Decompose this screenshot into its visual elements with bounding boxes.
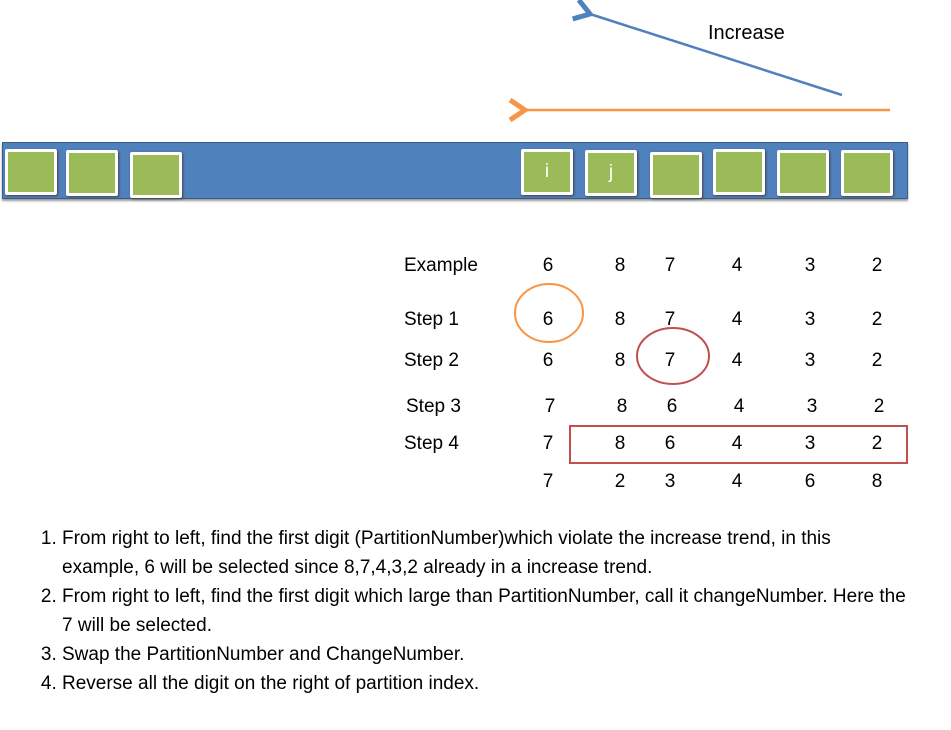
array-cell: j — [585, 150, 637, 196]
digit: 7 — [664, 350, 676, 371]
digit: 8 — [614, 433, 626, 454]
digit: 7 — [542, 471, 554, 492]
reverse-range-rect — [569, 425, 908, 464]
digit: 8 — [614, 255, 626, 276]
step-item: From right to left, find the first digit… — [62, 582, 912, 640]
step-item: From right to left, find the first digit… — [62, 524, 912, 582]
digit: 7 — [544, 396, 556, 417]
digit: 3 — [664, 471, 676, 492]
digit: 3 — [804, 433, 816, 454]
digit: 7 — [664, 309, 676, 330]
step-item: Swap the PartitionNumber and ChangeNumbe… — [62, 640, 912, 669]
digit: 6 — [542, 350, 554, 371]
digit: 7 — [542, 433, 554, 454]
row-label: Step 2 — [404, 350, 459, 371]
change-number-circle — [636, 327, 710, 385]
partition-number-circle — [514, 283, 584, 343]
digit: 3 — [804, 309, 816, 330]
array-cell — [841, 150, 893, 196]
digit: 3 — [804, 350, 816, 371]
row-label: Step 3 — [406, 396, 461, 417]
step-item: Reverse all the digit on the right of pa… — [62, 669, 912, 698]
array-cell — [66, 150, 118, 196]
digit: 4 — [731, 255, 743, 276]
digit: 6 — [664, 433, 676, 454]
digit: 8 — [614, 350, 626, 371]
digit: 2 — [873, 396, 885, 417]
digit: 6 — [542, 255, 554, 276]
digit: 8 — [614, 309, 626, 330]
digit: 8 — [616, 396, 628, 417]
digit: 4 — [733, 396, 745, 417]
digit: 6 — [804, 471, 816, 492]
digit: 3 — [806, 396, 818, 417]
digit: 4 — [731, 350, 743, 371]
digit: 2 — [871, 255, 883, 276]
digit: 6 — [666, 396, 678, 417]
digit: 2 — [614, 471, 626, 492]
digit: 4 — [731, 309, 743, 330]
array-cell: i — [521, 149, 573, 195]
digit: 4 — [731, 471, 743, 492]
row-label: Step 1 — [404, 309, 459, 330]
digit: 7 — [664, 255, 676, 276]
array-cell — [130, 152, 182, 198]
digit: 8 — [871, 471, 883, 492]
digit: 2 — [871, 350, 883, 371]
increase-label: Increase — [708, 22, 785, 44]
digit: 2 — [871, 433, 883, 454]
row-label: Step 4 — [404, 433, 459, 454]
steps-list: From right to left, find the first digit… — [22, 524, 912, 698]
array-cell — [777, 150, 829, 196]
array-cell — [5, 149, 57, 195]
increase-arrow — [571, 0, 843, 97]
array-cell — [650, 152, 702, 198]
digit: 4 — [731, 433, 743, 454]
digit: 3 — [804, 255, 816, 276]
row-label: Example — [404, 255, 478, 276]
digit: 6 — [542, 309, 554, 330]
digit: 2 — [871, 309, 883, 330]
array-cell — [713, 149, 765, 195]
